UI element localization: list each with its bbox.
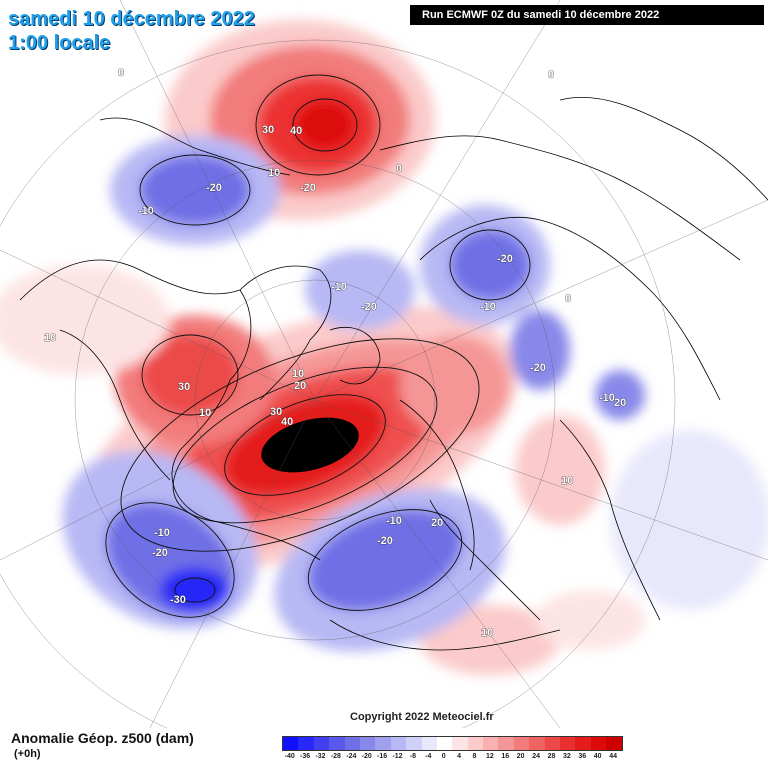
- contour-label: 40: [290, 125, 302, 137]
- time-title: 1:00 locale: [8, 32, 111, 54]
- legend-footer: Anomalie Géop. z500 (dam) (+0h) -40 -36 -3…: [0, 728, 768, 768]
- colorbar: [282, 736, 623, 751]
- colorbar-tick-label: -36: [300, 753, 311, 760]
- colorbar-tick-label: -24: [346, 753, 357, 760]
- contour-label: 30: [262, 124, 274, 136]
- colorbar-cell: [467, 737, 484, 750]
- colorbar-cell: [498, 737, 514, 750]
- colorbar-tick-label: -4: [425, 753, 432, 760]
- colorbar-tick-label: 24: [532, 753, 540, 760]
- colorbar-cell: [513, 737, 530, 750]
- contour-label: 20: [431, 517, 443, 529]
- contour-label: 20: [614, 397, 626, 409]
- run-info-banner: Run ECMWF 0Z du samedi 10 décembre 2022: [410, 5, 764, 25]
- colorbar-tick-label: 20: [516, 753, 525, 760]
- contour-label: 0: [548, 69, 554, 81]
- colorbar-tick-label: -28: [330, 753, 341, 760]
- colorbar-tick-label: -8: [409, 753, 417, 760]
- colorbar-cell: [436, 737, 453, 750]
- date-title: samedi 10 décembre 2022: [8, 8, 255, 30]
- coastlines: [19, 96, 768, 651]
- contour-label: 20: [294, 380, 306, 392]
- contour-lines: [105, 74, 531, 618]
- colorbar-tick-label: 28: [547, 753, 556, 760]
- colorbar-tick-label: 44: [609, 753, 617, 760]
- contour-label: -30: [170, 594, 186, 606]
- colorbar-tick-label: -20: [361, 753, 372, 760]
- contour-value-labels: 0 0 0 0 -10 -10 -10 -10 -10 -10 -20 -20 …: [44, 67, 627, 640]
- contour-label: -10: [138, 205, 154, 217]
- contour-label: -20: [497, 253, 513, 265]
- contour-label: 10: [199, 407, 211, 419]
- contour-label: 10: [268, 167, 280, 179]
- colorbar-tick-label: 40: [593, 753, 602, 760]
- colorbar-tick-label: -40: [284, 753, 295, 760]
- graticule: [0, 0, 768, 728]
- colorbar-cell: [421, 737, 437, 750]
- contour-label: 10: [292, 368, 304, 380]
- contour-label: -10: [154, 527, 170, 539]
- variable-title: Anomalie Géop. z500 (dam): [11, 730, 194, 746]
- contour-label: -20: [530, 362, 546, 374]
- colorbar-cell: [606, 737, 622, 750]
- contour-label: 30: [178, 381, 190, 393]
- contour-label: -10: [386, 515, 402, 527]
- contour-label: -20: [300, 182, 316, 194]
- colorbar-tick-label: -16: [377, 753, 388, 760]
- contour-label: -20: [152, 547, 168, 559]
- colorbar-cell: [575, 737, 591, 750]
- colorbar-cell: [313, 737, 330, 750]
- contour-label: 0: [396, 163, 402, 175]
- colorbar-cell: [375, 737, 391, 750]
- contour-label: 0: [565, 293, 571, 305]
- colorbar-tick-label: 12: [485, 753, 494, 760]
- contour-label: -10: [331, 281, 347, 293]
- contour-label: -10: [480, 301, 496, 313]
- lead-time: (+0h): [14, 748, 41, 760]
- colorbar-labels: -40 -36 -32 -28 -24 -20 -16 -12 -8 -4 0 4 8 12 16 20 24 2…: [282, 753, 622, 765]
- copyright-text: Copyright 2022 Meteociel.fr: [350, 711, 494, 723]
- colorbar-cell: [452, 737, 468, 750]
- colorbar-cell: [529, 737, 545, 750]
- contour-label: 10: [561, 475, 573, 487]
- colorbar-tick-label: 36: [578, 753, 587, 760]
- colorbar-tick-label: -32: [315, 753, 326, 760]
- contour-label: -10: [599, 392, 615, 404]
- colorbar-cell: [483, 737, 499, 750]
- colorbar-cell: [390, 737, 407, 750]
- anomaly-map: 0 0 0 0 -10 -10 -10 -10 -10 -10 -20 -20 …: [0, 0, 768, 728]
- contour-label: 10: [44, 332, 56, 344]
- colorbar-tick-label: -12: [392, 753, 403, 760]
- contour-label: 30: [270, 406, 282, 418]
- colorbar-cell: [359, 737, 376, 750]
- colorbar-tick-label: 32: [562, 753, 571, 760]
- colorbar-cell: [544, 737, 561, 750]
- colorbar-cell: [329, 737, 345, 750]
- colorbar-cell: [560, 737, 576, 750]
- colorbar-cell: [283, 737, 299, 750]
- contour-label: 40: [281, 416, 293, 428]
- colorbar-tick-label: 0: [441, 753, 446, 760]
- colorbar-cell: [406, 737, 422, 750]
- colorbar-cell: [344, 737, 360, 750]
- contour-label: 10: [481, 627, 493, 639]
- contour-label: -20: [206, 182, 222, 194]
- colorbar-tick-label: 16: [501, 753, 510, 760]
- contour-label: -20: [361, 301, 377, 313]
- contour-label: -20: [377, 535, 393, 547]
- colorbar-cell: [590, 737, 607, 750]
- colorbar-tick-label: 8: [472, 753, 477, 760]
- colorbar-tick-label: 4: [457, 753, 462, 760]
- contour-label: 0: [118, 67, 124, 79]
- colorbar-cell: [298, 737, 314, 750]
